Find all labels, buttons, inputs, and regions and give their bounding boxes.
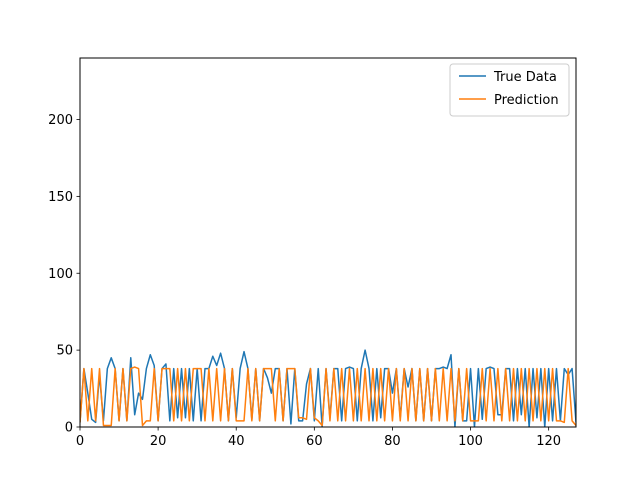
axes-frame: [79, 57, 577, 428]
x-tick-label: 120: [536, 434, 561, 449]
x-tick-label: 100: [458, 434, 483, 449]
y-tick-label: 150: [48, 190, 73, 205]
legend-label: True Data: [493, 70, 557, 85]
x-tick-label: 60: [306, 434, 323, 449]
x-axis-ticks: 0 20 40 60 80 100 120: [76, 427, 561, 449]
y-tick-label: 0: [65, 421, 73, 436]
legend: True Data Prediction: [449, 63, 570, 117]
x-tick-label: 0: [76, 434, 84, 449]
y-tick-label: 100: [48, 267, 73, 282]
x-tick-label: 40: [228, 434, 245, 449]
y-axis-ticks: 0 50 100 150 200: [48, 113, 80, 436]
series-line-prediction: [80, 366, 576, 427]
x-tick-label: 20: [150, 434, 167, 449]
x-tick-label: 80: [384, 434, 401, 449]
legend-box: [449, 63, 570, 117]
y-tick-label: 50: [56, 344, 73, 359]
legend-label: Prediction: [494, 93, 559, 108]
y-tick-label: 200: [48, 113, 73, 128]
plot-lines: [80, 349, 576, 427]
